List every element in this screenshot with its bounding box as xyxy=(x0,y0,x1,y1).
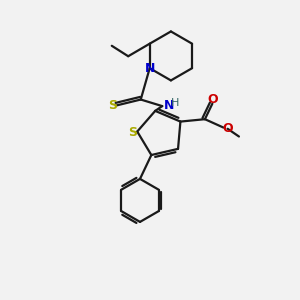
Text: S: S xyxy=(108,99,117,112)
Text: S: S xyxy=(129,126,138,139)
Text: O: O xyxy=(222,122,233,135)
Text: O: O xyxy=(207,93,218,106)
Text: H: H xyxy=(171,98,179,108)
Text: N: N xyxy=(145,62,155,75)
Text: N: N xyxy=(164,99,174,112)
